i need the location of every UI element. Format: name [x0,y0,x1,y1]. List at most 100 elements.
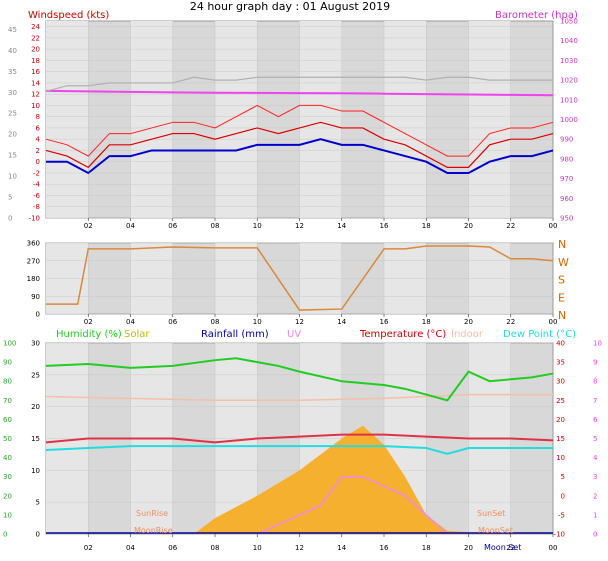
dir-tick: 90 [31,293,40,301]
column-band [215,21,258,218]
uv-tick: 8 [593,378,597,386]
legend-item: Temperature (°C) [359,329,446,340]
x-tick-label: 22 [506,318,515,326]
humidity-tick: 0 [3,531,7,539]
temp-tick: 30 [556,378,565,386]
x-tick-label: 08 [211,222,220,230]
baro-tick: 980 [560,155,573,163]
left-axis-tick: 10 [8,173,17,181]
left-axis-tick: 25 [8,110,17,118]
uv-tick: 4 [593,454,598,462]
wind-tick: -4 [33,181,41,189]
x-tick-label: 10 [253,318,262,326]
x-tick-label: 22 [506,222,515,230]
moonrise-label: MoonRise [134,526,173,535]
wind-tick: -8 [33,203,40,211]
x-tick-label: 12 [295,318,304,326]
baro-tick: 1020 [560,77,578,85]
x-tick-label: 16 [380,222,389,230]
x-tick-label: 12 [295,222,304,230]
humidity-tick: 80 [3,378,12,386]
left-axis-tick: 35 [8,68,17,76]
gray-series-line [45,76,553,92]
baro-tick: 1050 [560,18,578,26]
uv-tick: 9 [593,359,597,367]
temp-tick: -5 [558,511,565,519]
temp-tick: 15 [556,435,565,443]
wind-tick: 10 [31,102,40,110]
baro-tick: 990 [560,136,573,144]
sunset-label: SunSet [477,509,505,518]
baro-tick: 1010 [560,96,578,104]
temp-tick: 40 [556,340,565,348]
uv-line [256,475,448,535]
left-axis-tick: 20 [8,131,17,139]
x-tick-label: 12 [295,544,304,552]
indoor-line [45,393,553,402]
left-axis-tick: 15 [8,152,17,160]
temp-tick: -10 [554,531,565,539]
uv-tick: 1 [593,511,597,519]
humidity-tick: 30 [3,473,12,481]
wind-tick: 2 [36,147,40,155]
legend-item: Rainfall (mm) [201,329,269,340]
moonset-label: MoonSet [478,526,513,535]
wind-tick: -10 [29,215,40,223]
x-tick-label: 04 [126,222,135,230]
wind-tick: 8 [36,113,40,121]
humidity-tick: 100 [3,340,16,348]
x-tick-label: 20 [464,222,473,230]
x-tick-label: 04 [126,544,135,552]
baro-tick: 970 [560,175,573,183]
left-axis-tick: 0 [8,215,12,223]
x-tick-label: 08 [211,318,220,326]
x-tick-label: 10 [253,222,262,230]
x-tick-label: 02 [84,222,93,230]
wind-tick: 22 [31,34,40,42]
wind-tick: -2 [33,169,40,177]
wind-tick: 24 [31,23,40,31]
rain-tick: 15 [31,435,40,443]
x-tick-label: 08 [211,544,220,552]
column-band [46,21,89,218]
wind-tick: 0 [36,158,40,166]
barometer-label: Barometer (hpa) [495,10,578,21]
dir-tick: 0 [36,311,40,319]
wind-tick: 18 [31,57,40,65]
humidity-tick: 70 [3,397,12,405]
temp-tick: 25 [556,397,565,405]
temp-tick: 0 [561,492,565,500]
rain-tick: 5 [36,499,40,507]
x-tick-label: 06 [168,222,177,230]
humidity-tick: 40 [3,454,12,462]
x-tick-label: 18 [422,544,431,552]
legend-item: Humidity (%) [56,329,122,340]
temp-tick: 20 [556,416,565,424]
temp-tick: 5 [561,473,565,481]
x-tick-label: 14 [337,318,346,326]
x-tick-label: 02 [84,318,93,326]
uv-tick: 3 [593,473,597,481]
uv-tick: 10 [593,340,602,348]
humidity-tick: 90 [3,359,12,367]
legend-item: UV [287,329,301,340]
wind-tick: 16 [31,68,40,76]
x-tick-label: 14 [337,222,346,230]
left-axis-tick: 40 [8,47,17,55]
column-band [130,21,173,218]
humidity-tick: 20 [3,492,12,500]
dir-tick: 360 [27,240,40,248]
left-axis-tick: 30 [8,89,17,97]
average-wind-line [46,138,554,175]
windspeed-label: Windspeed (kts) [28,10,109,21]
dewpoint-line [45,445,553,455]
wind-tick: 20 [31,46,40,54]
baro-tick: 960 [560,195,573,203]
column-band [468,21,511,218]
gust-line [45,104,554,157]
x-tick-label: 10 [253,544,262,552]
rain-tick: 25 [31,371,40,379]
humidity-tick: 60 [3,416,12,424]
dir-tick: 270 [27,257,40,265]
